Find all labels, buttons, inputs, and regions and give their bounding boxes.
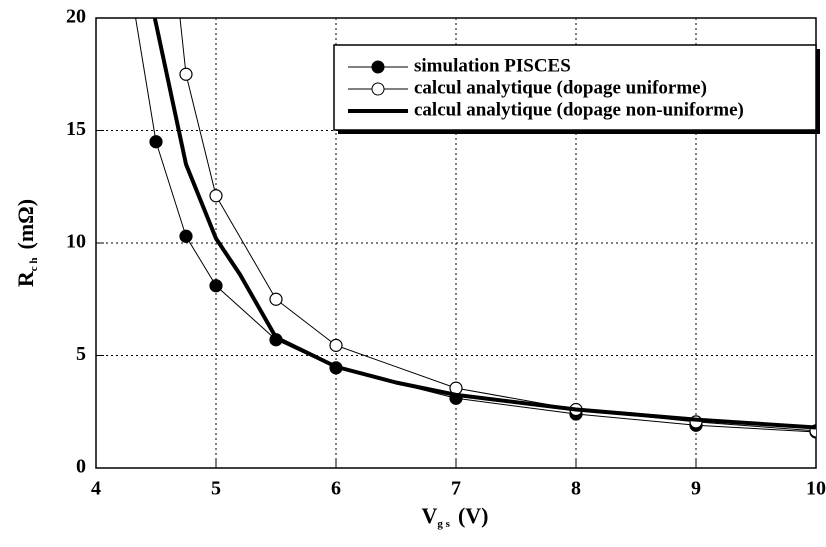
- x-tick-label: 10: [806, 478, 826, 500]
- y-tick-label: 10: [66, 231, 86, 253]
- marker: [179, 229, 193, 243]
- marker: [149, 135, 163, 149]
- y-tick-label: 20: [66, 6, 86, 28]
- legend: [333, 44, 817, 131]
- marker: [269, 292, 283, 306]
- marker: [209, 189, 223, 203]
- y-label-part: (mΩ): [13, 199, 38, 250]
- x-tick-label: 8: [571, 478, 581, 500]
- x-label-part: (V): [458, 503, 489, 528]
- legend-marker: [371, 82, 385, 96]
- plot-area: [135, 18, 816, 439]
- series-line: [152, 18, 816, 430]
- plot-frame: [95, 17, 817, 469]
- x-tick-label: 9: [691, 478, 701, 500]
- legend-marker: [371, 60, 385, 74]
- marker: [329, 338, 343, 352]
- x-tick-label: 6: [331, 478, 341, 500]
- legend-label: simulation PISCES: [414, 55, 571, 76]
- x-axis-label: Vg s (V): [422, 503, 489, 529]
- marker: [209, 279, 223, 293]
- x-tick-label: 7: [451, 478, 461, 500]
- y-tick-label: 15: [66, 118, 86, 140]
- y-tick-label: 5: [76, 343, 86, 365]
- y-label-part: c h: [28, 257, 40, 271]
- y-axis-label: Rc h (mΩ): [13, 199, 39, 287]
- x-tick-label: 4: [91, 478, 101, 500]
- legend-label: calcul analytique (dopage non-uniforme): [414, 99, 744, 120]
- x-label-part: V: [422, 503, 438, 528]
- x-label-part: g s: [437, 518, 450, 530]
- legend-label: calcul analytique (dopage uniforme): [414, 77, 707, 98]
- marker: [179, 67, 193, 81]
- y-label-part: R: [13, 270, 38, 287]
- x-tick-label: 5: [211, 478, 221, 500]
- y-tick-label: 0: [76, 456, 86, 478]
